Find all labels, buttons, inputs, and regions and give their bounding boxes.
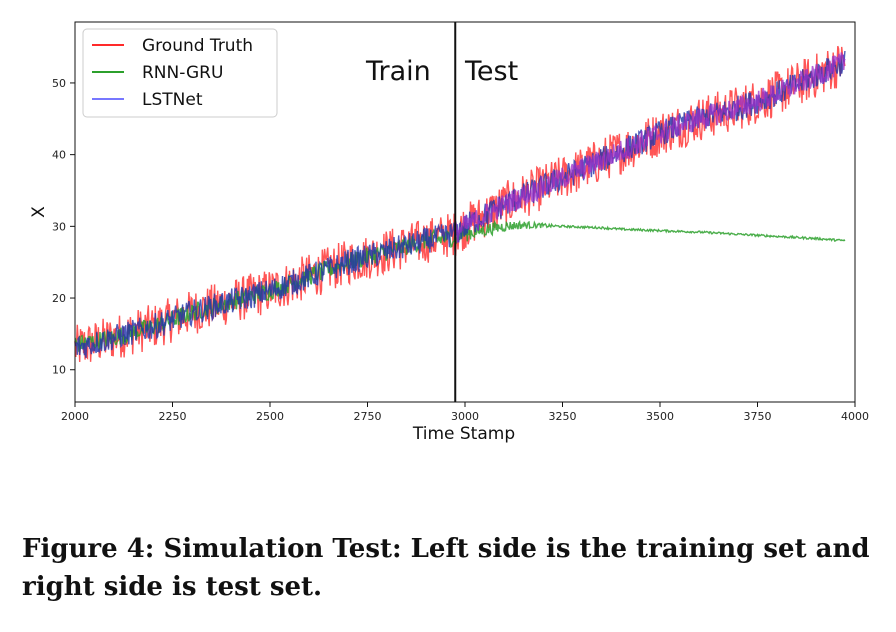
legend-label-ground-truth: Ground Truth [142,36,253,56]
x-tick-label: 2750 [354,410,382,423]
x-tick-label: 4000 [841,410,869,423]
x-tick-label: 2000 [61,410,89,423]
x-tick-label: 2250 [159,410,187,423]
x-tick-label: 3500 [646,410,674,423]
x-tick-label: 3250 [549,410,577,423]
legend: Ground Truth RNN-GRU LSTNet [82,28,278,118]
test-annotation: Test [464,56,518,87]
axis-ticks: 2000 2250 2500 2750 3000 3250 3500 3750 4000 10 20… [52,77,869,423]
series-layer [74,45,846,363]
x-axis-label: Time Stamp [412,424,515,444]
x-tick-label: 3000 [451,410,479,423]
legend-label-lstnet: LSTNet [142,90,203,110]
rnn-gru-line [74,219,846,352]
y-tick-label: 20 [52,292,66,305]
x-tick-label: 2500 [256,410,284,423]
lstnet-test-overlay [454,52,846,243]
line-chart: 2000 2250 2500 2750 3000 3250 3500 3750 4000 10 20… [29,21,869,444]
y-axis-label: X [29,206,49,218]
legend-label-rnn-gru: RNN-GRU [142,63,223,83]
y-tick-label: 40 [52,149,66,162]
y-tick-label: 10 [52,364,66,377]
lstnet-line [74,50,846,358]
legend-box [82,28,278,118]
y-tick-label: 30 [52,220,66,233]
train-annotation: Train [365,56,431,87]
x-tick-label: 3750 [744,410,772,423]
y-tick-label: 50 [52,77,66,90]
figure-caption: Figure 4: Simulation Test: Left side is … [22,534,870,602]
